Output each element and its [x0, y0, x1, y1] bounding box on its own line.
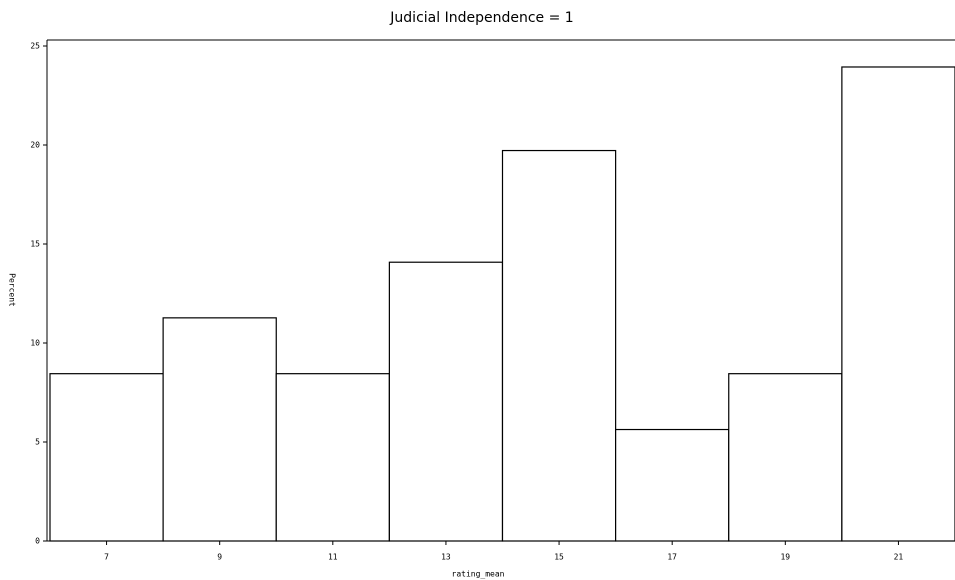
y-tick-label: 20 — [30, 141, 40, 150]
bar — [615, 428, 730, 542]
y-tick-label: 25 — [30, 42, 40, 51]
bar — [501, 149, 617, 542]
bar — [162, 317, 277, 542]
bar — [728, 373, 843, 542]
bar — [388, 261, 504, 542]
y-axis-label: Percent — [8, 273, 17, 307]
x-tick-label: 17 — [667, 553, 677, 562]
x-tick-label: 21 — [894, 553, 904, 562]
x-tick-label: 11 — [328, 553, 338, 562]
chart-title: Judicial Independence = 1 — [389, 10, 573, 26]
x-axis-label: rating_mean — [452, 570, 505, 579]
bar — [275, 373, 390, 542]
bar — [49, 373, 164, 542]
x-tick-label: 13 — [441, 553, 451, 562]
x-tick-label: 19 — [780, 553, 790, 562]
y-tick-label: 0 — [35, 537, 40, 546]
y-tick-label: 15 — [30, 240, 40, 249]
bar — [841, 66, 955, 542]
x-tick-label: 15 — [554, 553, 564, 562]
y-tick-label: 5 — [35, 438, 40, 447]
y-tick-label: 10 — [30, 339, 40, 348]
x-tick-label: 7 — [104, 553, 109, 562]
x-tick-label: 9 — [217, 553, 222, 562]
